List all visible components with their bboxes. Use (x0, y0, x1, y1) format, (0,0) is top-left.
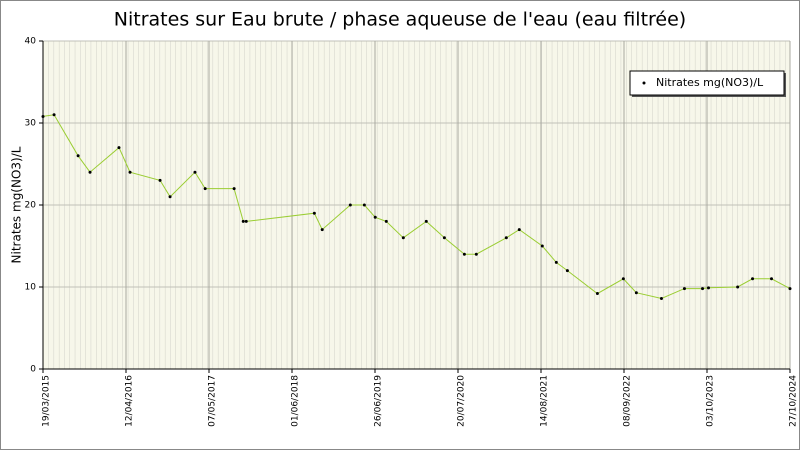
data-point (621, 277, 625, 281)
data-point (241, 219, 245, 223)
data-point (462, 252, 466, 256)
data-point (401, 236, 405, 240)
data-point (540, 244, 544, 248)
data-point (362, 203, 366, 207)
chart-title: Nitrates sur Eau brute / phase aqueuse d… (114, 9, 686, 31)
y-tick-label: 40 (25, 37, 37, 47)
data-point (565, 269, 569, 273)
data-point (312, 211, 316, 215)
data-point (554, 260, 558, 264)
plot-layer: 0 10 20 30 40 19/03/2015 12/04/2016 07/05/2017 0… (25, 37, 799, 427)
data-point (88, 170, 92, 174)
legend-marker (642, 81, 646, 85)
data-point (41, 114, 45, 118)
data-point (442, 236, 446, 240)
data-point (158, 178, 162, 182)
series-line (42, 114, 791, 300)
data-point (384, 219, 388, 223)
data-point (595, 292, 599, 296)
data-point (634, 291, 638, 295)
data-point (751, 277, 755, 281)
data-point (232, 187, 236, 191)
y-tick-label: 20 (25, 201, 37, 211)
x-tick-label: 26/06/2019 (374, 375, 384, 427)
data-point (769, 277, 773, 281)
legend-label: Nitrates mg(NO3)/L (656, 76, 764, 89)
x-tick-label: 12/04/2016 (125, 375, 135, 427)
data-point (52, 113, 56, 117)
data-point (168, 195, 172, 199)
data-point (348, 203, 352, 207)
x-tick-label: 07/05/2017 (208, 375, 218, 427)
data-point (76, 154, 80, 158)
x-tick-label: 03/10/2023 (706, 375, 716, 427)
data-point (517, 228, 521, 232)
data-point (474, 252, 478, 256)
x-tick-label: 27/10/2024 (789, 375, 799, 427)
data-point (788, 287, 792, 291)
data-point (659, 296, 663, 300)
data-point (701, 287, 705, 291)
data-point (682, 287, 686, 291)
data-point (193, 170, 197, 174)
data-point (128, 170, 132, 174)
x-tick-label: 19/03/2015 (42, 375, 52, 427)
y-tick-label: 30 (25, 119, 37, 129)
legend: Nitrates mg(NO3)/L (629, 70, 786, 97)
data-point (706, 286, 710, 290)
y-tick-label: 10 (25, 283, 37, 293)
data-point (504, 236, 508, 240)
data-point (736, 285, 740, 289)
data-point (373, 215, 377, 219)
x-tick-label: 08/09/2022 (623, 375, 633, 427)
x-tick-label: 14/08/2021 (540, 375, 550, 427)
data-point (203, 187, 207, 191)
x-tick-label: 01/06/2018 (291, 375, 301, 427)
y-tick-label: 0 (30, 365, 36, 375)
data-point (117, 146, 121, 150)
data-point (244, 219, 248, 223)
data-point (424, 219, 428, 223)
y-axis-label: Nitrates mg(NO3)/L (10, 146, 24, 263)
data-point (320, 228, 324, 232)
x-tick-label: 20/07/2020 (457, 375, 467, 427)
legend-box (629, 70, 785, 96)
